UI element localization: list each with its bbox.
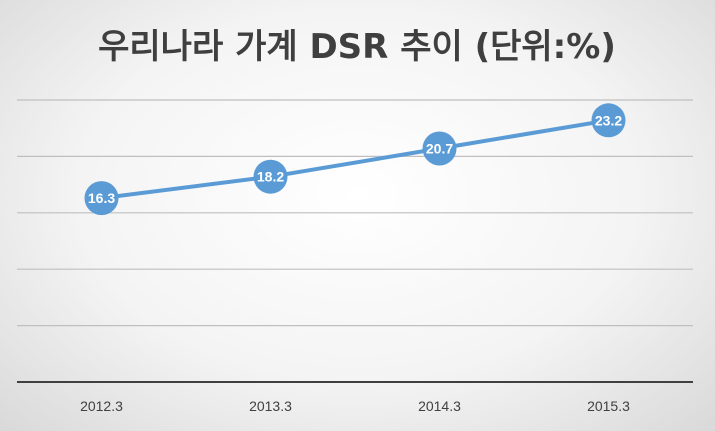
data-label: 20.7 [426,141,453,157]
x-tick-label: 2015.3 [587,398,630,414]
data-point [253,159,288,194]
x-tick-label: 2014.3 [418,398,461,414]
x-tick-label: 2012.3 [80,398,123,414]
data-label: 18.2 [257,169,284,185]
data-point [591,103,626,138]
gridlines [17,99,693,327]
data-labels: 16.3 18.2 20.7 23.2 [88,112,622,206]
data-point [84,181,119,216]
data-label: 16.3 [88,190,115,206]
data-points [84,103,626,216]
data-label: 23.2 [595,112,622,128]
chart-title: 우리나라 가계 DSR 추이 (단위:%) [98,27,616,67]
series-line [99,118,611,201]
x-axis-tick-labels: 2012.3 2013.3 2014.3 2015.3 [80,398,630,414]
x-tick-label: 2013.3 [249,398,292,414]
data-point [422,131,457,166]
